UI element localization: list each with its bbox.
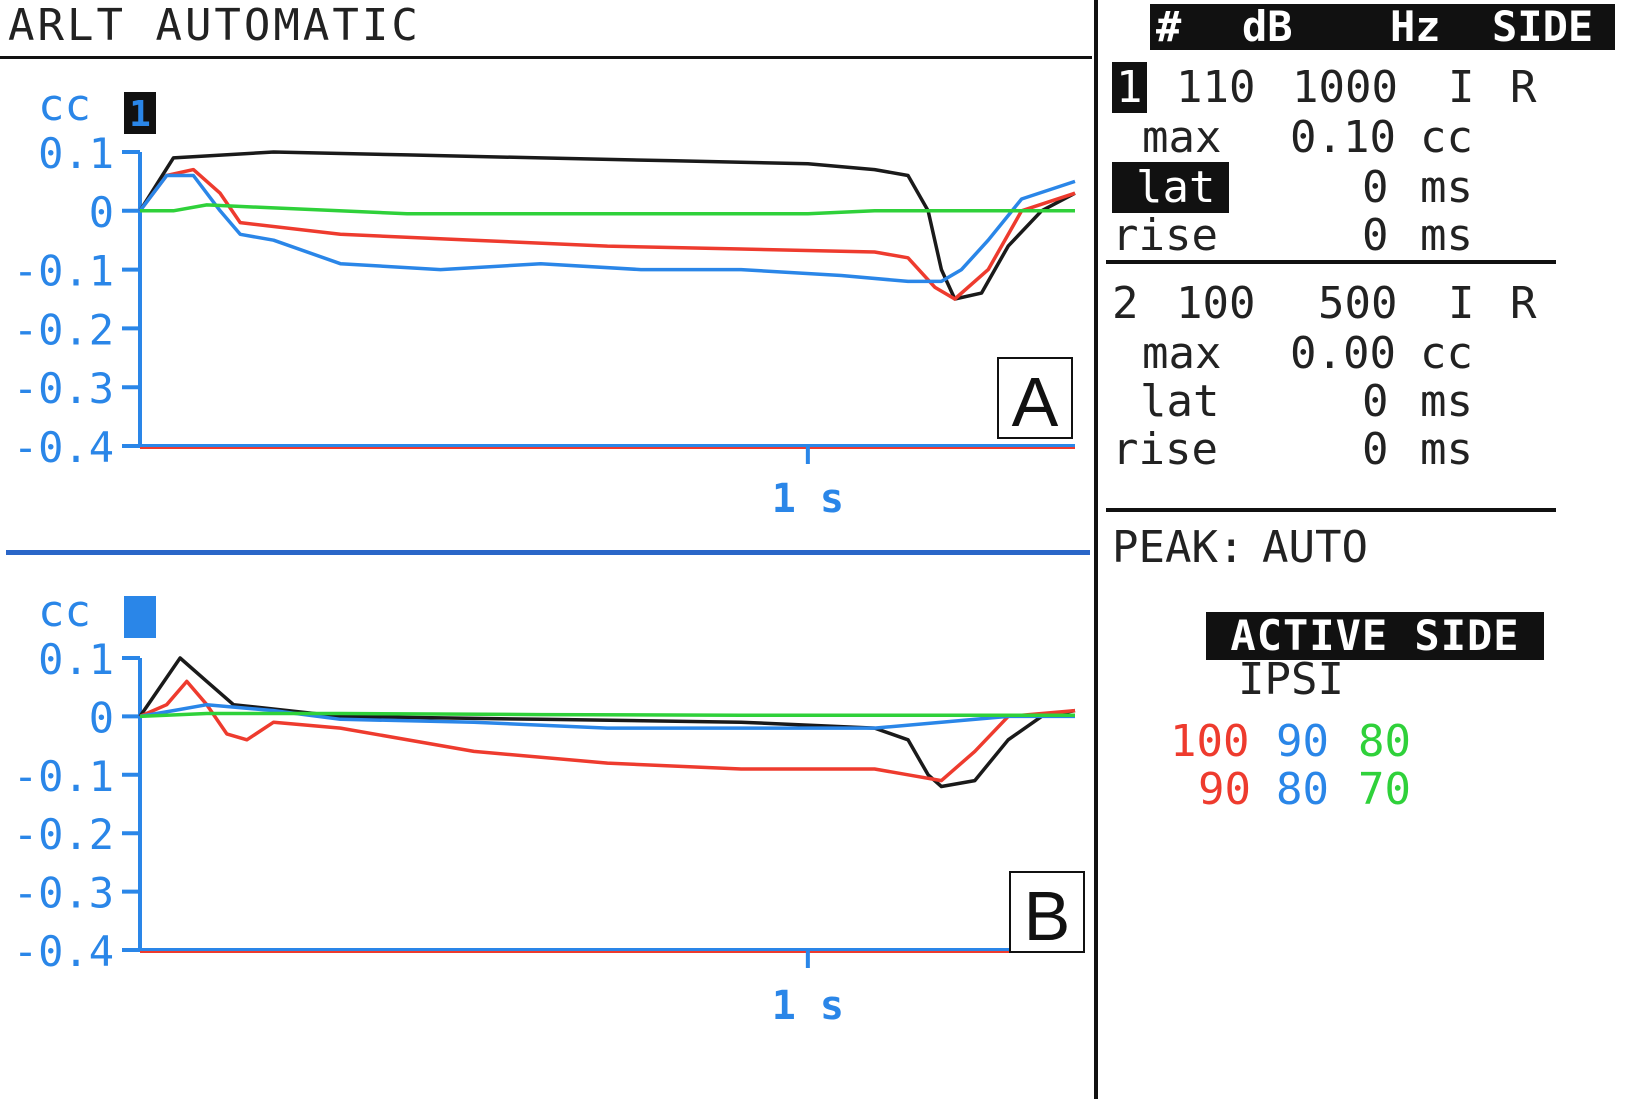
panel-a-y-tick-label: -0.3 xyxy=(13,364,114,413)
panel-b-label-box xyxy=(1009,871,1085,953)
active-side-label: ACTIVE SIDE xyxy=(1206,612,1544,660)
panel-a-channel-badge-label: 1 xyxy=(129,94,151,135)
m1-rise-value: 0 xyxy=(1362,210,1389,261)
panel-a-y-tick-label: -0.1 xyxy=(13,247,114,296)
panel-b-series-blue xyxy=(139,702,1075,730)
m1-index: 1 xyxy=(1112,62,1147,113)
panel-a-series-black xyxy=(138,150,1076,301)
m1-lat-badge: lat xyxy=(1112,162,1230,213)
charts-canvas: 0.1 0 -0.1 -0.2 -0.3 -0.4 1 s cc 1 A 0.1 0 -0.1 -0.2 -… xyxy=(13,80,1085,1029)
panel-a-y-tick-label: -0.2 xyxy=(13,305,114,354)
m1-max-value: 0.10 xyxy=(1290,112,1396,163)
m1-side-b: R xyxy=(1510,62,1537,113)
m2-lat-unit: ms xyxy=(1420,376,1473,427)
panel-b-y-tick-label: -0.2 xyxy=(13,810,114,859)
m1-side-a: I xyxy=(1448,62,1475,113)
peak-label: PEAK: xyxy=(1112,522,1245,573)
panel-b-series-green xyxy=(139,711,1075,719)
panel-b-y-tick-label: -0.3 xyxy=(13,869,114,918)
m1-lat-unit: ms xyxy=(1420,162,1473,213)
panel-b-label: B xyxy=(1024,877,1071,955)
panel-a-y-tick-label: 0 xyxy=(89,188,114,237)
panel-b-channel-badge xyxy=(124,596,156,638)
m1-max-unit: cc xyxy=(1420,112,1473,163)
m2-lat-label: lat xyxy=(1140,376,1220,427)
panel-b-x-tick-label: 1 s xyxy=(772,983,844,1029)
level-1-3: 80 xyxy=(1358,716,1411,767)
panel-a-unit-label: cc xyxy=(38,80,91,131)
panel-a-y-tick-label: -0.4 xyxy=(13,423,114,472)
top-rule xyxy=(0,56,1092,59)
header-num: # xyxy=(1156,2,1182,51)
m2-db: 100 xyxy=(1176,278,1256,329)
m1-rise-label: rise xyxy=(1112,210,1218,261)
m2-max-unit: cc xyxy=(1420,328,1473,379)
panel-a-series-red xyxy=(138,167,1076,301)
m1-lat-value: 0 xyxy=(1362,162,1389,213)
m2-lat-value: 0 xyxy=(1362,376,1389,427)
panel-a-x-tick-label: 1 s xyxy=(772,476,844,522)
m2-max-value: 0.00 xyxy=(1290,328,1396,379)
panel-a-label-box xyxy=(997,357,1073,439)
m1-max-label: max xyxy=(1142,112,1222,163)
m1-index-badge: 1 xyxy=(1112,62,1147,113)
panel-b-series-red xyxy=(139,679,1076,783)
m2-rise-label: rise xyxy=(1112,424,1218,475)
active-side-value: IPSI xyxy=(1238,654,1344,705)
panel-a-series-green xyxy=(140,203,1075,216)
m1-lat-label: lat xyxy=(1112,162,1230,213)
panel-b-y-tick-label: 0 xyxy=(89,693,114,742)
m2-side-b: R xyxy=(1510,278,1537,329)
m2-rise-unit: ms xyxy=(1420,424,1473,475)
m2-rise-value: 0 xyxy=(1362,424,1389,475)
m2-index: 2 xyxy=(1112,278,1139,329)
panel-a-label: A xyxy=(1012,363,1059,441)
side-rule-1 xyxy=(1106,260,1556,264)
m2-max-label: max xyxy=(1142,328,1222,379)
level-1-2: 90 xyxy=(1276,716,1329,767)
header-side: SIDE xyxy=(1492,2,1594,51)
m1-db: 110 xyxy=(1176,62,1256,113)
panel-b-y-tick-label: 0.1 xyxy=(38,635,114,684)
panel-b-unit-label: cc xyxy=(38,586,91,637)
level-2-3: 70 xyxy=(1358,764,1411,815)
level-1-1: 100 xyxy=(1170,716,1250,767)
level-2-1: 90 xyxy=(1198,764,1251,815)
panel-a-channel-badge xyxy=(124,92,156,134)
m1-rise-unit: ms xyxy=(1420,210,1473,261)
m2-side-a: I xyxy=(1448,278,1475,329)
panel-b-y-tick-label: -0.1 xyxy=(13,752,114,801)
vertical-divider xyxy=(1094,0,1098,1099)
header-db: dB xyxy=(1242,2,1293,51)
panel-a-y-tick-label: 0.1 xyxy=(38,129,114,178)
screen-title: ARLT AUTOMATIC xyxy=(8,0,421,51)
peak-value: AUTO xyxy=(1262,522,1368,573)
panel-divider xyxy=(6,550,1090,555)
panel-b-y-tick-label: -0.4 xyxy=(13,927,114,976)
side-rule-2 xyxy=(1106,508,1556,512)
m1-hz: 1000 xyxy=(1292,62,1398,113)
level-2-2: 80 xyxy=(1276,764,1329,815)
m2-hz: 500 xyxy=(1318,278,1398,329)
table-header: # dB Hz SIDE xyxy=(1150,2,1615,51)
panel-b-series-black xyxy=(138,656,1076,789)
header-hz: Hz xyxy=(1390,2,1441,51)
